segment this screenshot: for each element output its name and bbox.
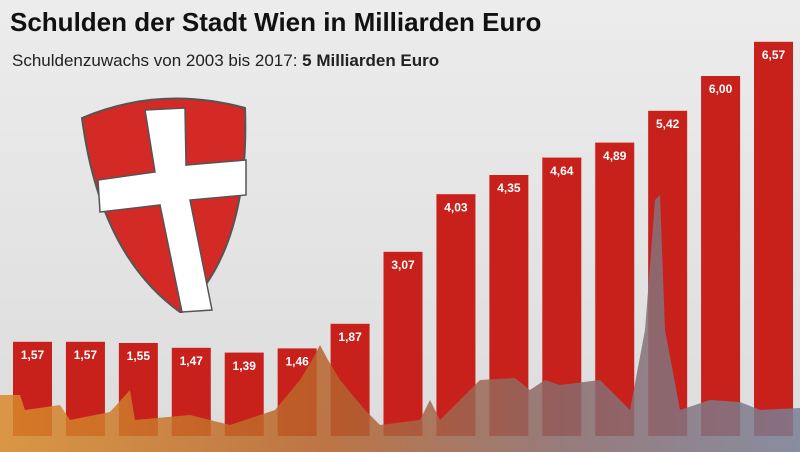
value-label: 1,47 [180,354,204,368]
subtitle-highlight: 5 Milliarden Euro [302,51,439,70]
value-label: 3,07 [391,258,415,272]
bar [383,251,423,436]
value-label: 4,64 [550,164,574,178]
chart-subtitle: Schuldenzuwachs von 2003 bis 2017: 5 Mil… [12,51,439,70]
value-label: 5,42 [656,117,680,131]
skyline [0,195,800,452]
value-label: 1,87 [338,330,362,344]
chart-title: Schulden der Stadt Wien in Milliarden Eu… [10,7,541,37]
value-label: 4,89 [603,149,627,163]
bar [754,41,794,437]
subtitle-text: Schuldenzuwachs von 2003 bis 2017: [12,51,297,70]
value-label: 6,57 [762,48,786,62]
value-label: 1,55 [127,349,151,363]
value-label: 1,57 [21,348,45,362]
bar [701,76,741,436]
value-label: 1,39 [233,359,257,373]
value-label: 6,00 [709,82,733,96]
value-label: 1,46 [285,355,309,369]
value-label: 4,03 [444,200,468,214]
value-label: 1,57 [74,348,98,362]
vienna-shield [80,97,247,313]
value-label: 4,35 [497,181,521,195]
